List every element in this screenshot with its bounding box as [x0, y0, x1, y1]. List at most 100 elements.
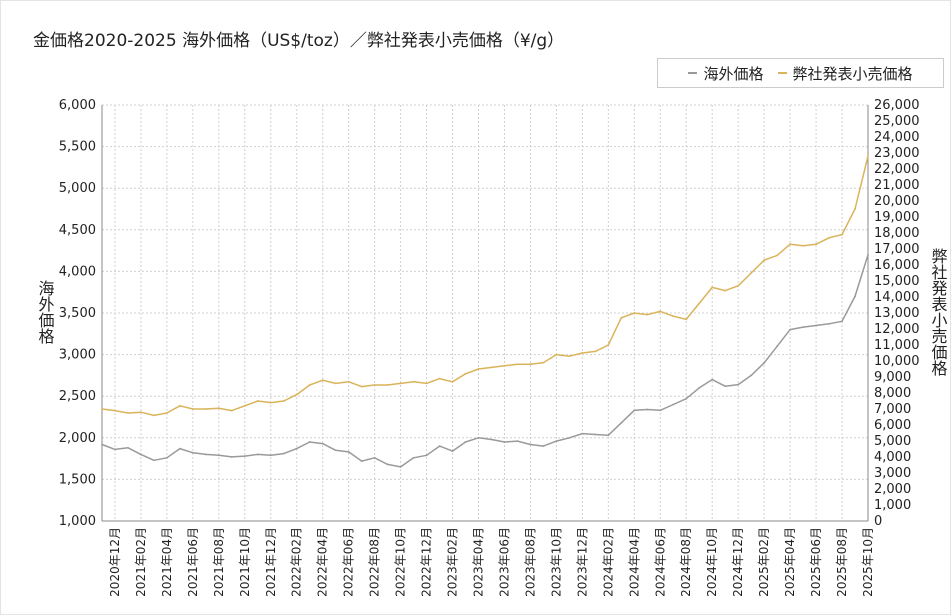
x-tick-label: 2021年04月: [160, 527, 174, 597]
y-tick-right: 15,000: [874, 274, 920, 289]
x-tick-label: 2024年08月: [679, 527, 693, 597]
legend-label-retail: 弊社発表小売価格: [792, 64, 913, 83]
data-point-1: [256, 400, 259, 402]
data-point-1: [776, 254, 779, 257]
data-point-0: [828, 322, 830, 325]
data-point-0: [438, 445, 441, 448]
data-point-0: [140, 453, 142, 456]
data-point-1: [568, 355, 571, 358]
legend-swatch-retail: [777, 72, 787, 74]
data-point-1: [334, 382, 337, 385]
data-point-0: [516, 440, 519, 443]
data-point-0: [217, 454, 220, 457]
y-tick-right: 3,000: [874, 466, 911, 481]
y-tick-right: 0: [874, 514, 882, 529]
data-point-1: [243, 404, 246, 407]
data-point-0: [542, 445, 545, 448]
legend-item-overseas[interactable]: 海外価格: [688, 63, 764, 84]
y-tick-right: 22,000: [874, 162, 920, 177]
data-point-0: [191, 451, 194, 454]
y-tick-right: 2,000: [874, 482, 911, 497]
x-tick-label: 2022年04月: [316, 527, 330, 597]
data-point-1: [153, 414, 155, 417]
y-tick-left: 3,000: [59, 348, 96, 363]
y-axis-label-left: 海外価格: [36, 280, 55, 344]
data-point-1: [490, 366, 493, 369]
data-point-0: [243, 455, 246, 458]
data-point-1: [451, 380, 454, 383]
data-point-0: [750, 374, 753, 377]
x-tick-label: 2024年02月: [601, 527, 615, 597]
x-tick-label: 2022年08月: [368, 527, 382, 597]
data-point-1: [854, 208, 856, 210]
data-point-1: [412, 380, 415, 383]
data-point-1: [386, 384, 389, 386]
data-point-0: [841, 320, 843, 323]
data-point-0: [633, 409, 636, 412]
data-point-1: [529, 363, 532, 366]
x-tick-label: 2021年10月: [238, 527, 252, 597]
data-point-1: [503, 364, 506, 367]
y-tick-left: 4,000: [59, 264, 96, 279]
legend-item-retail[interactable]: 弊社発表小売価格: [777, 63, 913, 84]
data-point-1: [282, 400, 285, 402]
y-tick-right: 19,000: [874, 210, 920, 225]
data-point-0: [503, 441, 506, 443]
data-point-0: [802, 326, 804, 329]
data-point-1: [464, 372, 467, 375]
data-point-1: [633, 312, 636, 314]
data-point-0: [464, 441, 467, 443]
data-point-1: [373, 384, 376, 386]
data-point-0: [672, 403, 675, 406]
x-tick-label: 2025年10月: [861, 527, 875, 597]
data-point-0: [763, 362, 766, 364]
data-point-1: [620, 316, 623, 319]
x-tick-label: 2025年08月: [835, 527, 849, 597]
data-point-1: [646, 313, 649, 316]
y-tick-right: 24,000: [874, 130, 920, 145]
x-tick-label: 2022年02月: [290, 527, 304, 597]
x-tick-label: 2022年06月: [342, 527, 356, 597]
data-point-1: [425, 382, 428, 385]
data-point-1: [672, 315, 675, 318]
y-tick-left: 1,500: [59, 472, 96, 487]
data-point-0: [620, 421, 623, 424]
data-point-1: [815, 243, 817, 246]
y-tick-right: 14,000: [874, 290, 920, 305]
data-point-0: [490, 438, 493, 441]
data-point-1: [542, 361, 545, 364]
data-point-0: [127, 446, 129, 449]
data-point-0: [425, 454, 428, 457]
y-tick-right: 10,000: [874, 354, 920, 369]
data-point-0: [308, 441, 311, 443]
y-tick-right: 4,000: [874, 450, 911, 465]
data-point-0: [529, 443, 532, 446]
data-point-0: [815, 324, 817, 327]
y-tick-right: 18,000: [874, 226, 920, 241]
data-point-0: [607, 434, 610, 437]
x-tick-label: 2025年04月: [783, 527, 797, 597]
data-point-0: [269, 454, 272, 457]
data-point-0: [204, 453, 207, 456]
x-tick-label: 2023年08月: [523, 527, 537, 597]
x-tick-label: 2021年12月: [264, 527, 278, 597]
data-point-0: [282, 452, 285, 455]
data-point-0: [386, 463, 389, 466]
data-point-1: [685, 318, 688, 321]
y-tick-right: 20,000: [874, 194, 920, 209]
x-tick-label: 2023年12月: [575, 527, 589, 597]
data-point-1: [204, 408, 207, 410]
data-point-0: [711, 378, 714, 381]
y-tick-left: 2,000: [59, 431, 96, 446]
data-point-0: [347, 451, 350, 453]
data-point-1: [230, 409, 233, 412]
data-point-1: [360, 385, 363, 388]
data-point-0: [698, 386, 701, 389]
y-tick-left: 4,500: [59, 223, 96, 238]
data-point-1: [217, 407, 220, 410]
data-point-0: [555, 440, 558, 443]
data-point-1: [321, 379, 324, 382]
data-point-0: [789, 328, 792, 331]
y-axis-label-right: 弊社発表小売価格: [929, 248, 948, 376]
data-point-1: [308, 384, 311, 386]
